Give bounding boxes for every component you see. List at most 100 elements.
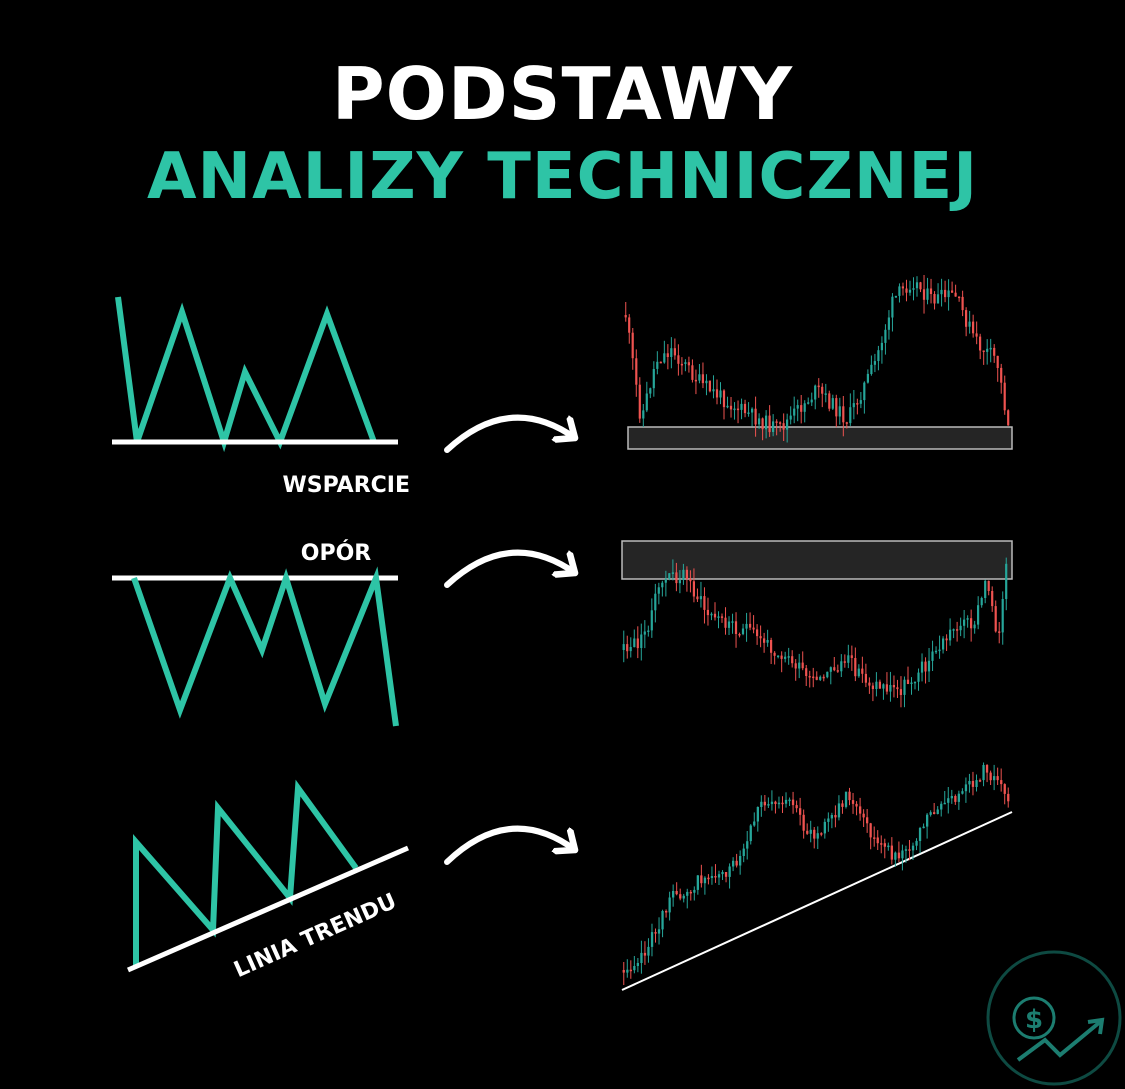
candle-body (640, 634, 643, 648)
candle-body (947, 290, 950, 298)
candle-body (866, 817, 869, 824)
candle-body (859, 806, 862, 814)
candle-body (665, 911, 668, 913)
candle-body (629, 647, 632, 652)
candle-body (822, 676, 825, 679)
candle-body (782, 423, 785, 430)
candle-body (847, 655, 850, 663)
candle-body (961, 296, 964, 311)
candle-body (924, 661, 927, 672)
candle-body (904, 849, 908, 851)
candle-body (880, 342, 883, 351)
candle-body (987, 580, 990, 591)
candle-body (975, 333, 978, 337)
candle-body (963, 619, 966, 626)
candle-body (717, 616, 720, 618)
candle-body (712, 389, 715, 392)
candle-body (677, 355, 680, 364)
candle-body (943, 802, 946, 805)
candle-body (929, 812, 932, 815)
candle-body (751, 408, 754, 413)
candle-body (901, 286, 904, 289)
candle-body (774, 801, 777, 804)
candle-body (803, 403, 806, 412)
candle-body (985, 765, 989, 773)
candle-body (908, 849, 911, 851)
candle-body (970, 618, 973, 629)
candle-body (820, 833, 823, 835)
candle-body (972, 321, 975, 334)
candle-body (766, 640, 769, 643)
candle-body (829, 667, 832, 672)
candle-body (777, 655, 780, 658)
candle-body (679, 894, 682, 899)
candle-body (649, 388, 652, 394)
candle-body (635, 358, 638, 385)
candle-body (812, 676, 815, 679)
candle-body (777, 802, 781, 805)
candle-body (837, 803, 841, 818)
candle-body (659, 361, 662, 364)
candle-body (788, 799, 791, 802)
candle-body (666, 353, 669, 357)
candle-body (821, 386, 824, 394)
resistance-zigzag-icon (131, 566, 399, 727)
candle-body (694, 379, 697, 382)
candle-body (899, 689, 902, 695)
candle-body (753, 821, 756, 826)
candle-body (956, 629, 959, 631)
candle-body (740, 403, 743, 410)
candle-body (671, 572, 674, 574)
candle-body (915, 840, 918, 846)
candle-body (917, 672, 920, 682)
candle-body (817, 385, 820, 388)
trendline-label: LINIA TRENDU (230, 889, 400, 983)
candle-body (733, 408, 736, 411)
candle-body (911, 845, 915, 851)
candle-body (968, 321, 971, 327)
candle-body (756, 629, 759, 637)
candle-body (680, 363, 683, 366)
candle-body (735, 860, 738, 866)
candle-body (841, 803, 844, 807)
candle-body (854, 658, 857, 677)
candle-body (873, 361, 876, 365)
candle-body (957, 793, 960, 802)
candle-body (859, 400, 862, 404)
candle-body (654, 932, 657, 934)
candle-body (796, 405, 799, 409)
candle-body (668, 573, 671, 579)
candle-body (814, 385, 817, 400)
candle-body (699, 596, 702, 600)
candle-body (710, 613, 713, 616)
candle-body (642, 410, 645, 419)
support-price-chart (624, 275, 1013, 450)
candle-body (732, 860, 735, 867)
candle-body (920, 661, 924, 673)
candle-body (891, 296, 894, 318)
candle-body (736, 408, 740, 411)
candle-body (984, 580, 987, 598)
candle-body (645, 393, 648, 411)
candle-body (993, 776, 996, 781)
arrow-right-icon (444, 549, 575, 588)
candle-body (643, 952, 647, 956)
candle-body (693, 889, 696, 893)
candle-body (739, 856, 742, 866)
candle-body (816, 833, 819, 839)
support-zone (627, 426, 1013, 450)
candle-body (905, 288, 908, 293)
candle-body (919, 282, 922, 290)
candle-body (684, 362, 687, 364)
candle-body (657, 587, 660, 594)
candle-body (949, 629, 952, 641)
candle-body (1000, 367, 1003, 383)
candle-body (901, 850, 904, 859)
candle-body (994, 606, 997, 632)
candle-body (929, 288, 933, 294)
candle-body (975, 780, 978, 787)
candle-body (1005, 563, 1008, 599)
arrow-right-icon (444, 414, 575, 453)
candle-body (813, 829, 816, 839)
candle-body (710, 876, 714, 878)
